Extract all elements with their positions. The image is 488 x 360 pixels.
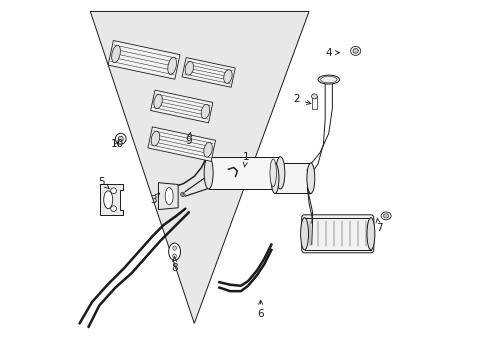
Text: 2: 2: [293, 94, 310, 104]
Polygon shape: [148, 127, 215, 161]
Text: 1: 1: [243, 152, 249, 167]
Polygon shape: [158, 183, 178, 210]
FancyBboxPatch shape: [301, 215, 373, 253]
Ellipse shape: [180, 192, 184, 197]
Ellipse shape: [151, 131, 160, 146]
Ellipse shape: [115, 134, 126, 144]
Ellipse shape: [203, 157, 213, 189]
Bar: [274, 163, 310, 193]
Ellipse shape: [165, 188, 173, 205]
Ellipse shape: [111, 45, 120, 63]
Ellipse shape: [275, 157, 285, 189]
Text: 6: 6: [257, 300, 264, 319]
Ellipse shape: [383, 214, 388, 218]
Ellipse shape: [320, 76, 336, 83]
Ellipse shape: [317, 75, 339, 84]
Ellipse shape: [311, 94, 317, 99]
Polygon shape: [108, 41, 180, 79]
Polygon shape: [150, 90, 212, 123]
Ellipse shape: [167, 57, 176, 75]
Bar: [312, 96, 316, 109]
Text: 10: 10: [110, 139, 123, 149]
Ellipse shape: [185, 62, 193, 75]
Ellipse shape: [366, 218, 374, 250]
Ellipse shape: [203, 142, 212, 157]
Text: 3: 3: [149, 193, 159, 205]
Ellipse shape: [103, 191, 112, 209]
Ellipse shape: [269, 159, 276, 186]
Ellipse shape: [300, 218, 308, 250]
Text: 5: 5: [98, 177, 109, 189]
Ellipse shape: [168, 243, 180, 260]
Polygon shape: [182, 58, 235, 87]
Bar: [208, 157, 280, 189]
Text: 4: 4: [325, 48, 339, 58]
Ellipse shape: [172, 254, 176, 258]
Ellipse shape: [110, 188, 116, 194]
Ellipse shape: [154, 94, 162, 109]
Ellipse shape: [306, 163, 314, 193]
Polygon shape: [90, 12, 308, 323]
Ellipse shape: [201, 104, 209, 119]
Text: 8: 8: [171, 257, 178, 273]
Polygon shape: [100, 184, 123, 215]
Text: 7: 7: [375, 218, 382, 233]
Ellipse shape: [172, 246, 176, 250]
Ellipse shape: [270, 163, 278, 193]
Ellipse shape: [352, 49, 358, 53]
Ellipse shape: [224, 70, 232, 83]
Ellipse shape: [380, 212, 390, 220]
Text: 9: 9: [185, 132, 192, 145]
Ellipse shape: [110, 206, 116, 212]
Ellipse shape: [182, 193, 183, 195]
Ellipse shape: [350, 46, 360, 55]
Ellipse shape: [118, 136, 123, 141]
